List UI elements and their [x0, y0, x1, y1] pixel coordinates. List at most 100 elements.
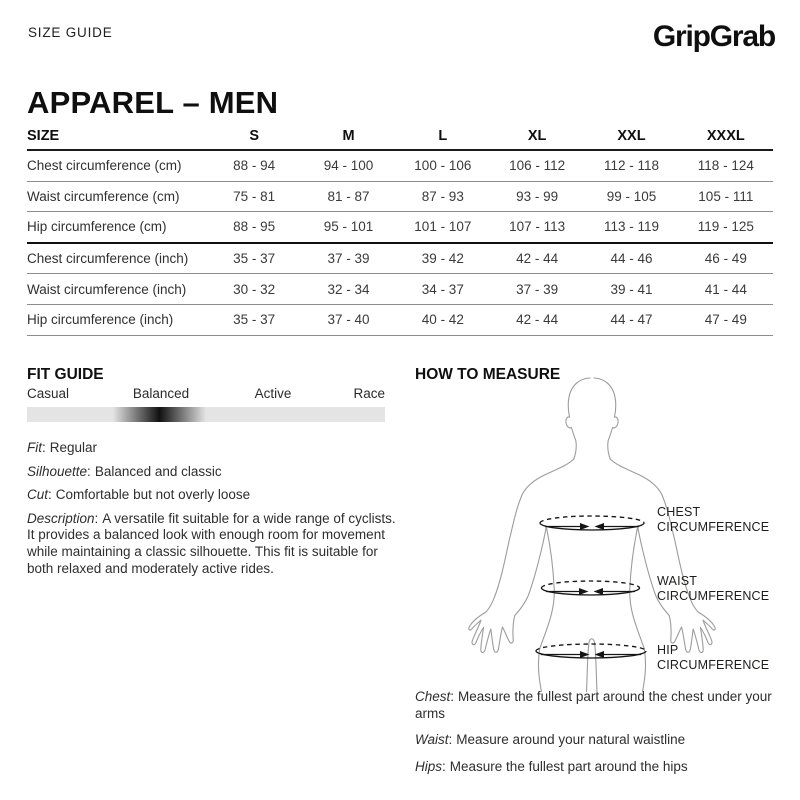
arrowhead-icon	[593, 588, 603, 595]
table-row: Hip circumference (cm) 88 - 95 95 - 101 …	[27, 212, 773, 243]
fit-detail-text: Comfortable but not overly loose	[55, 487, 251, 503]
page-eyebrow: SIZE GUIDE	[28, 25, 113, 40]
fit-guide-title: FIT GUIDE	[27, 365, 104, 383]
fit-detail-term: Fit	[27, 440, 50, 455]
size-cell: 37 - 39	[327, 251, 370, 267]
measure-instructions: Chest Measure the fullest part around the…	[415, 689, 779, 785]
size-cell: 99 - 105	[606, 188, 657, 204]
fit-scale-label-active: Active	[254, 386, 292, 401]
fit-scale-label-race: Race	[353, 386, 385, 401]
size-cell: 106 - 112	[509, 158, 566, 174]
size-cell: 46 - 49	[704, 251, 747, 267]
chest-circumference-label: CHEST CIRCUMFERENCE	[657, 505, 769, 535]
size-cell: 94 - 100	[323, 158, 374, 174]
label-line: HIP	[657, 643, 679, 657]
table-row: Chest circumference (inch) 35 - 37 37 - …	[27, 243, 773, 274]
size-cell: 39 - 41	[610, 281, 653, 297]
size-cell: 40 - 42	[421, 312, 464, 328]
size-cell: 95 - 101	[323, 219, 374, 235]
size-cell: 35 - 37	[233, 251, 276, 267]
size-col-header: XXL	[617, 127, 646, 144]
arrowhead-icon	[594, 651, 604, 658]
size-cell: 39 - 42	[421, 251, 464, 267]
hip-measure-dashed-arc	[535, 643, 647, 652]
row-label: Hip circumference (cm)	[27, 219, 167, 235]
size-cell: 42 - 44	[516, 312, 559, 328]
fit-indicator-bar	[27, 407, 385, 422]
label-line: CIRCUMFERENCE	[657, 658, 770, 672]
size-table-header-row: SIZE S M L XL XXL XXXL	[27, 122, 773, 150]
fit-scale-label-balanced: Balanced	[132, 386, 190, 401]
size-cell: 113 - 119	[603, 219, 659, 235]
row-label: Waist circumference (inch)	[27, 281, 187, 297]
size-col-header: S	[249, 127, 259, 144]
gripgrab-logo: GripGrab	[652, 20, 776, 53]
size-cell: 35 - 37	[233, 312, 276, 328]
table-row: Hip circumference (inch) 35 - 37 37 - 40…	[27, 304, 773, 336]
table-row: Waist circumference (inch) 30 - 32 32 - …	[27, 274, 773, 305]
body-measurement-diagram	[468, 377, 716, 692]
hip-circumference-label: HIP CIRCUMFERENCE	[657, 643, 769, 673]
fit-detail-text: Regular	[49, 440, 98, 455]
size-col-header: XXXL	[706, 127, 745, 144]
label-line: WAIST	[657, 574, 698, 588]
size-cell: 81 - 87	[327, 188, 370, 204]
size-cell: 47 - 49	[704, 312, 747, 328]
fit-detail-term: Description	[27, 511, 102, 526]
fit-detail-term: Cut	[27, 487, 56, 502]
size-cell: 107 - 113	[509, 219, 566, 235]
table-row: Chest circumference (cm) 88 - 94 94 - 10…	[27, 150, 773, 182]
instruction-term: Waist	[415, 732, 456, 747]
size-table: SIZE S M L XL XXL XXXL Chest circumferen…	[27, 122, 773, 336]
size-cell: 41 - 44	[704, 281, 747, 297]
size-cell: 101 - 107	[414, 219, 472, 235]
size-cell: 42 - 44	[516, 251, 559, 267]
size-cell: 30 - 32	[233, 281, 276, 297]
page-title: APPAREL – MEN	[27, 84, 279, 120]
label-line: CHEST	[657, 505, 701, 519]
chest-measure-dashed-arc	[539, 515, 645, 524]
size-col-header: XL	[527, 127, 547, 144]
table-row: Waist circumference (cm) 75 - 81 81 - 87…	[27, 181, 773, 212]
arrowhead-icon	[594, 523, 604, 530]
measure-instruction-chest: ChestMeasure the fullest part around the…	[415, 689, 779, 722]
fit-detail-text: Balanced and classic	[94, 463, 222, 479]
how-to-measure-title: HOW TO MEASURE	[415, 365, 561, 383]
size-cell: 44 - 46	[610, 251, 653, 267]
label-line: CIRCUMFERENCE	[657, 520, 770, 534]
instruction-text: Measure the fullest part around the hips	[449, 758, 688, 774]
fit-detail-term: Silhouette	[27, 464, 95, 479]
row-label: Hip circumference (inch)	[27, 312, 174, 328]
size-cell: 88 - 94	[233, 158, 276, 174]
row-label: Waist circumference (cm)	[27, 188, 180, 204]
size-col-header: SIZE	[27, 127, 60, 144]
fit-scale-labels: Casual Balanced Active Race	[27, 386, 385, 401]
arrowhead-icon	[580, 651, 590, 658]
measurement-lines	[535, 515, 647, 659]
instruction-term: Chest	[415, 689, 458, 704]
size-cell: 34 - 37	[421, 281, 464, 297]
size-cell: 87 - 93	[421, 188, 464, 204]
size-col-header: M	[342, 127, 355, 144]
fit-detail-silhouette: SilhouetteBalanced and classic	[27, 464, 397, 481]
size-cell: 32 - 34	[327, 281, 370, 297]
size-cell: 100 - 106	[414, 158, 472, 174]
size-cell: 105 - 111	[698, 188, 754, 204]
size-cell: 93 - 99	[516, 188, 559, 204]
body-outline-crotch	[585, 638, 598, 692]
fit-scale-label-casual: Casual	[27, 386, 70, 401]
instruction-term: Hips	[415, 759, 450, 774]
fit-detail-description: DescriptionA versatile fit suitable for …	[27, 511, 397, 577]
body-outline-left	[468, 377, 591, 692]
size-cell: 44 - 47	[610, 312, 653, 328]
label-line: CIRCUMFERENCE	[657, 589, 770, 603]
fit-detail-text: A versatile fit suitable for a wide rang…	[27, 510, 396, 576]
size-cell: 112 - 118	[603, 158, 659, 174]
size-cell: 75 - 81	[233, 188, 276, 204]
body-outline	[468, 377, 716, 692]
row-label: Chest circumference (cm)	[27, 158, 182, 174]
measurement-arrowheads	[579, 523, 604, 658]
row-label: Chest circumference (inch)	[27, 251, 189, 267]
size-col-header: L	[438, 127, 448, 144]
